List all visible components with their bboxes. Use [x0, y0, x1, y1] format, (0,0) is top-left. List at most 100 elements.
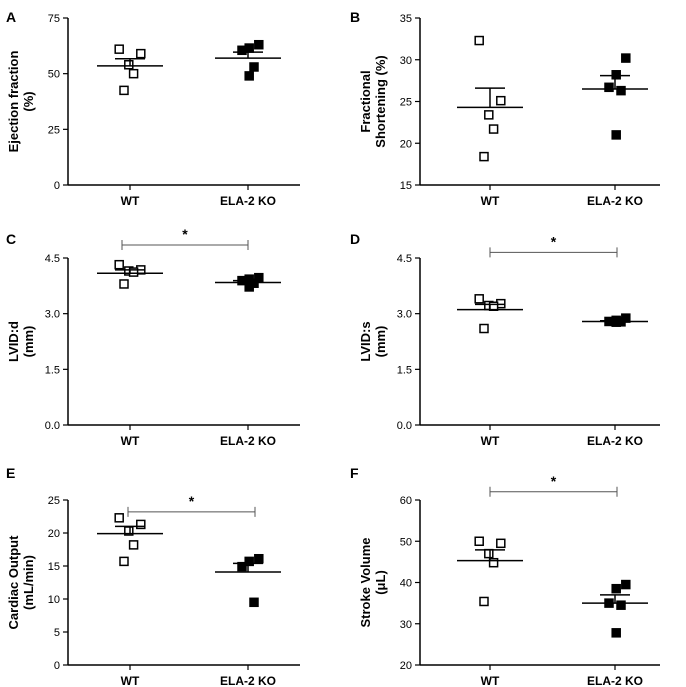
- y-axis-title-line: (mm): [373, 326, 388, 358]
- data-point-ko: [244, 282, 254, 292]
- data-point-ko: [237, 45, 247, 56]
- x-category-label: WT: [481, 194, 500, 208]
- panel-letter: F: [350, 465, 359, 481]
- y-tick-label: 60: [400, 495, 412, 507]
- data-point-wt: [479, 151, 489, 162]
- significance-label: *: [189, 493, 195, 509]
- data-point-wt: [128, 540, 139, 550]
- data-point-wt: [119, 85, 129, 96]
- panel-letter: A: [6, 9, 16, 25]
- y-axis-title-line: Fractional: [358, 70, 373, 132]
- y-axis-title: FractionalShortening (%): [358, 55, 388, 147]
- y-axis-title-line: LVID:d: [6, 321, 21, 362]
- data-point-ko: [611, 583, 621, 594]
- panel-letter: C: [6, 231, 16, 247]
- panel-e: E Cardiac Output(mL/min) 0 5 10 15 20 25 WT ELA-2…: [6, 465, 300, 687]
- y-axis-title-line: Shortening (%): [373, 55, 388, 147]
- data-point-wt: [474, 294, 484, 304]
- data-point-wt: [496, 538, 506, 549]
- significance-label: *: [182, 226, 188, 242]
- x-category-label: WT: [481, 434, 500, 448]
- panel-a: A Ejection fraction(%) 0 25 50 75 WT ELA-2 KO: [6, 9, 300, 208]
- y-tick-label: 40: [400, 578, 412, 590]
- data-point-wt: [119, 279, 129, 289]
- data-point-wt: [474, 35, 484, 46]
- significance-label: *: [551, 473, 557, 489]
- x-category-label: ELA-2 KO: [587, 194, 643, 208]
- data-point-ko: [616, 600, 626, 610]
- data-point-wt: [114, 259, 124, 270]
- y-tick-label: 50: [400, 536, 412, 548]
- data-point-wt: [136, 519, 146, 530]
- panel-c: C LVID:d(mm) 0.0 1.5 3.0 4.5 WT ELA-2 KO *: [6, 226, 300, 448]
- y-axis-title-line: LVID:s: [358, 321, 373, 361]
- y-tick-label: 30: [400, 55, 412, 67]
- data-point-ko: [254, 553, 264, 564]
- data-point-wt: [124, 60, 134, 70]
- y-axis-title-line: Ejection fraction: [6, 51, 21, 153]
- data-point-ko: [621, 579, 631, 590]
- data-point-wt: [474, 536, 484, 546]
- data-point-wt: [136, 48, 146, 59]
- x-category-label: WT: [121, 194, 140, 208]
- data-point-ko: [611, 628, 621, 638]
- y-tick-label: 5: [54, 627, 60, 639]
- data-point-ko: [611, 70, 621, 80]
- data-point-ko: [254, 39, 264, 50]
- significance-label: *: [551, 233, 557, 249]
- y-axis-title-line: (%): [21, 91, 36, 111]
- y-axis-title: Cardiac Output(mL/min): [6, 535, 36, 630]
- y-tick-label: 15: [48, 561, 60, 573]
- x-category-label: WT: [481, 674, 500, 687]
- y-axis-title: Stroke Volume(μL): [358, 537, 388, 627]
- y-tick-label: 20: [400, 138, 412, 150]
- y-axis-title-line: Cardiac Output: [6, 535, 21, 630]
- y-tick-label: 25: [400, 97, 412, 109]
- data-point-wt: [128, 68, 139, 79]
- x-category-label: WT: [121, 674, 140, 687]
- y-tick-label: 20: [400, 660, 412, 672]
- y-tick-label: 0.0: [397, 420, 412, 432]
- data-point-ko: [254, 272, 264, 283]
- y-tick-label: 10: [48, 594, 60, 606]
- data-point-ko: [244, 556, 254, 567]
- data-point-wt: [488, 124, 499, 134]
- panel-letter: E: [6, 465, 15, 481]
- x-category-label: ELA-2 KO: [587, 674, 643, 687]
- y-axis-title-line: (mm): [21, 326, 36, 358]
- x-category-label: ELA-2 KO: [220, 674, 276, 687]
- panel-d: D LVID:s(mm) 0.0 1.5 3.0 4.5 WT ELA-2 KO *: [350, 231, 660, 448]
- x-category-label: ELA-2 KO: [220, 194, 276, 208]
- y-tick-label: 20: [48, 528, 60, 540]
- y-tick-label: 25: [48, 495, 60, 507]
- data-point-ko: [249, 597, 259, 608]
- y-tick-label: 4.5: [45, 253, 60, 265]
- data-point-wt: [119, 556, 129, 567]
- y-tick-label: 15: [400, 180, 412, 192]
- data-point-wt: [484, 110, 494, 120]
- data-point-ko: [604, 82, 614, 93]
- x-category-label: ELA-2 KO: [220, 434, 276, 448]
- data-point-ko: [244, 71, 254, 81]
- x-category-label: ELA-2 KO: [587, 434, 643, 448]
- y-tick-label: 0.0: [45, 420, 60, 432]
- panel-b: B FractionalShortening (%) 15 20 25 30 35 WT ELA…: [350, 9, 660, 208]
- data-point-wt: [484, 548, 494, 559]
- data-point-ko: [249, 62, 259, 72]
- panel-f: F Stroke Volume(μL) 20 30 40 50 60 WT ELA-2 KO *: [350, 465, 660, 687]
- x-category-label: WT: [121, 434, 140, 448]
- y-axis-title: LVID:s(mm): [358, 321, 388, 361]
- panel-letter: D: [350, 231, 360, 247]
- y-tick-label: 0: [54, 660, 60, 672]
- y-tick-label: 3.0: [397, 309, 412, 321]
- data-point-ko: [616, 85, 626, 96]
- y-tick-label: 0: [54, 180, 60, 192]
- y-tick-label: 35: [400, 13, 412, 25]
- data-point-wt: [114, 44, 124, 54]
- data-point-ko: [611, 130, 621, 140]
- y-axis-title: Ejection fraction(%): [6, 51, 36, 153]
- data-point-ko: [621, 53, 631, 63]
- y-axis-title: LVID:d(mm): [6, 321, 36, 362]
- data-point-wt: [488, 557, 499, 568]
